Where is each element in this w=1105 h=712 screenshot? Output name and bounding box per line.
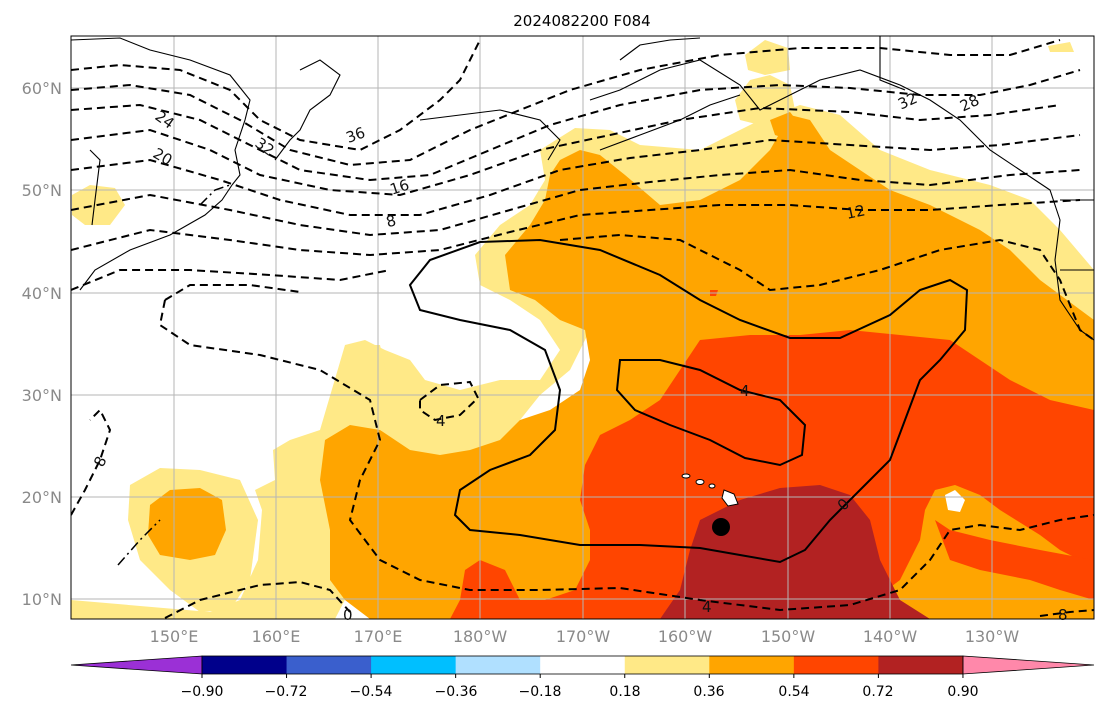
map-title: 2024082200 F084 (513, 12, 650, 30)
lat-label: 30°N (22, 386, 62, 405)
shading-0.72 (660, 485, 965, 619)
lat-label: 40°N (22, 284, 62, 303)
contour-label: 8 (1058, 606, 1068, 624)
latitude-labels: 10°N 20°N 30°N 40°N 50°N 60°N (22, 79, 62, 609)
longitude-labels: 150°E 160°E 170°E 180°W 170°W 160°W 150°… (150, 627, 1020, 646)
contour-label: 36 (344, 123, 368, 146)
lon-label: 150°E (150, 627, 199, 646)
colorbar-swatch (455, 656, 541, 674)
map-frame (70, 35, 1095, 620)
contour-label: 4 (702, 598, 712, 616)
colorbar-tick-label: 0.36 (693, 684, 724, 700)
colorbar-tick-label: 0.18 (609, 684, 640, 700)
lat-label: 20°N (22, 488, 62, 507)
colorbar-tick-label: 0.72 (862, 684, 893, 700)
colorbar-tick-label: −0.72 (265, 684, 308, 700)
contours-solid (408, 238, 969, 564)
contour-label: 4 (436, 412, 446, 430)
lon-label: 180°W (453, 627, 508, 646)
contour-label: 0 (343, 606, 353, 624)
contours-dashed (71, 39, 1094, 619)
colorbar-labels: −0.90 −0.72 −0.54 −0.36 −0.18 0.18 0.36 … (181, 684, 979, 700)
lon-label: 140°W (863, 627, 918, 646)
colorbar-swatch (793, 656, 879, 674)
colorbar-swatch (202, 656, 288, 674)
lon-label: 170°E (354, 627, 403, 646)
colorbar-swatch (878, 656, 964, 674)
colorbar-tick-label: 0.90 (947, 684, 978, 700)
lon-label: 130°W (965, 627, 1020, 646)
lon-label: 160°E (252, 627, 301, 646)
colorbar-tick-label: −0.54 (350, 684, 393, 700)
colorbar-tick-label: −0.90 (181, 684, 224, 700)
graticule (71, 36, 1094, 619)
colorbar (70, 655, 1095, 678)
colorbar-extend-low (70, 655, 203, 675)
colorbar-frame (201, 655, 964, 675)
colorbar-swatch (624, 656, 710, 674)
colorbar-swatch (540, 656, 626, 674)
colorbar-swatch (286, 656, 372, 674)
lon-label: 160°W (658, 627, 713, 646)
contour-label: 12 (844, 201, 866, 223)
storm-position-dot (712, 518, 730, 536)
contour-label: 8 (384, 211, 398, 231)
colorbar-extend-high (962, 655, 1095, 675)
colorbar-tick-label: −0.36 (435, 684, 478, 700)
shading-0.54 (450, 290, 1094, 619)
lon-label: 170°W (556, 627, 611, 646)
hawaii-islands (681, 473, 739, 507)
colorbar-tick-label: 0.54 (778, 684, 809, 700)
lat-label: 60°N (22, 79, 62, 98)
lat-label: 10°N (22, 590, 62, 609)
colorbar-tick-label: −0.18 (519, 684, 562, 700)
lat-label: 50°N (22, 181, 62, 200)
contour-label: 16 (388, 176, 412, 199)
contour-label: 4 (740, 382, 750, 400)
colorbar-swatch (371, 656, 457, 674)
contour-dashdot (117, 184, 231, 566)
lon-label: 150°W (761, 627, 816, 646)
colorbar-swatch (709, 656, 795, 674)
